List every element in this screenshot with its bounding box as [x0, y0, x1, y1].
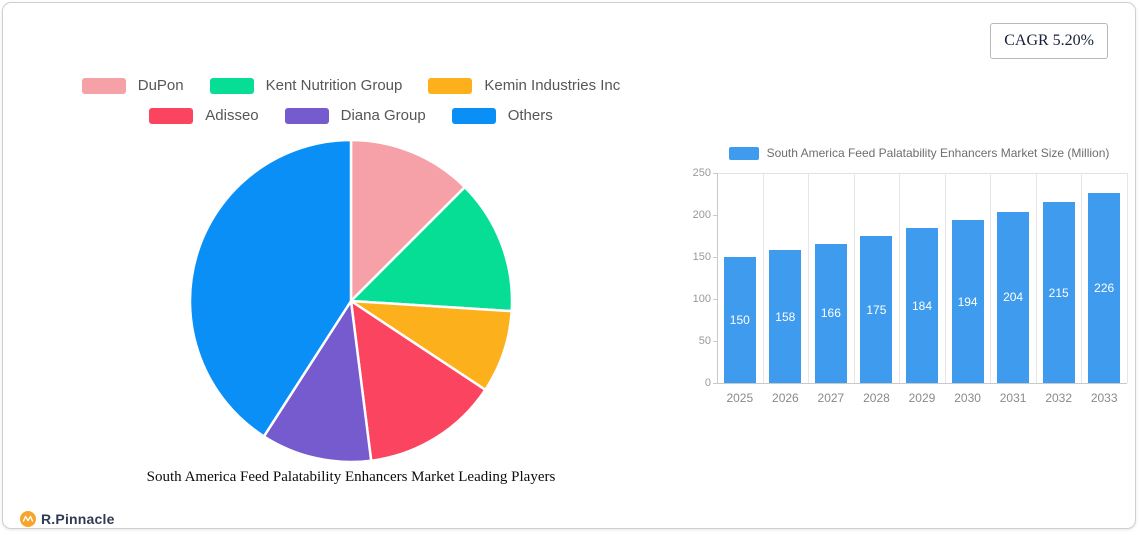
legend-swatch-others [451, 107, 496, 124]
x-axis-line [717, 383, 1127, 384]
bar-2030[interactable] [951, 220, 984, 383]
y-tick-mark [713, 173, 717, 174]
pie-legend-row: DuPon Kent Nutrition Group Kemin Industrie… [51, 77, 651, 94]
pie-slice-kent-nutrition-group[interactable] [349, 185, 514, 313]
vertical-gridline [762, 173, 764, 383]
plot-top-gridline [717, 173, 1127, 174]
bar-2031[interactable] [997, 211, 1030, 383]
y-axis-line [717, 173, 718, 384]
legend-label-diana-group: Diana Group [340, 107, 426, 124]
bar-2027[interactable] [814, 243, 847, 383]
pie-slice-dupon[interactable] [349, 138, 467, 303]
bar-value-label: 166 [820, 306, 841, 321]
legend-swatch-dupon [81, 77, 126, 94]
legend-item-kemin-industries-inc[interactable]: Kemin Industries Inc [428, 77, 620, 94]
pie-legend-row: Adisseo Diana Group Others [51, 107, 651, 124]
bar-value-label: 175 [866, 302, 887, 317]
pie-slice-diana-group[interactable] [262, 299, 373, 464]
legend-swatch-adisseo [149, 107, 194, 124]
pie-chart[interactable] [188, 138, 514, 464]
y-tick-mark [713, 257, 717, 258]
legend-swatch-kemin-industries-inc [428, 77, 473, 94]
legend-label-kent-nutrition-group: Kent Nutrition Group [265, 77, 403, 94]
brand-footer: R.Pinnacle [20, 511, 115, 527]
legend-item-diana-group[interactable]: Diana Group [284, 107, 426, 124]
y-tick-label: 200 [692, 209, 711, 221]
brand-name: R.Pinnacle [41, 511, 115, 527]
x-tick-label: 2032 [1045, 391, 1073, 405]
y-tick-label: 50 [698, 335, 711, 347]
bar-value-label: 150 [729, 313, 750, 327]
x-tick-label: 2031 [999, 391, 1027, 405]
vertical-gridline [944, 173, 946, 383]
vertical-gridline [1081, 173, 1083, 383]
y-tick-label: 150 [692, 251, 711, 263]
bar-value-label: 184 [911, 298, 933, 313]
pie-chart-title: South America Feed Palatability Enhancer… [146, 469, 556, 485]
legend-item-others[interactable]: Others [451, 107, 553, 124]
y-tick-label: 0 [704, 377, 711, 389]
bar-chart-panel: South America Feed Palatability Enhancer… [693, 146, 1135, 416]
bar-legend-swatch [728, 146, 759, 160]
y-tick-mark [713, 215, 717, 216]
y-tick-mark [713, 341, 717, 342]
legend-item-dupon[interactable]: DuPon [81, 77, 184, 94]
bar-legend-item[interactable]: South America Feed Palatability Enhancer… [703, 146, 1135, 160]
x-tick-label: 2025 [726, 391, 754, 405]
x-tick-label: 2027 [817, 391, 845, 405]
pie-slice-others[interactable] [188, 138, 353, 438]
vertical-gridline [899, 173, 901, 383]
y-tick-label: 250 [692, 167, 711, 179]
legend-label-kemin-industries-inc: Kemin Industries Inc [484, 77, 621, 94]
bar-value-label: 194 [957, 294, 978, 309]
bar-value-label: 158 [775, 309, 796, 324]
x-tick-label: 2029 [908, 391, 936, 405]
x-tick-label: 2033 [1090, 391, 1118, 405]
bar-2025[interactable] [723, 257, 756, 383]
vertical-gridline [808, 173, 810, 383]
cagr-badge: CAGR 5.20% [990, 23, 1108, 59]
legend-swatch-kent-nutrition-group [209, 77, 254, 94]
bar-2033[interactable] [1088, 193, 1121, 383]
legend-item-kent-nutrition-group[interactable]: Kent Nutrition Group [209, 77, 403, 94]
vertical-gridline [1035, 173, 1037, 383]
bar-2026[interactable] [769, 250, 802, 383]
bar-value-label: 204 [1003, 290, 1024, 305]
y-tick-mark [713, 383, 717, 384]
vertical-gridline [853, 173, 855, 383]
x-tick-label: 2030 [954, 391, 981, 405]
bar-2032[interactable] [1042, 202, 1075, 383]
report-card: CAGR 5.20% DuPon Kent Nutrition Group Kemi… [2, 2, 1136, 529]
bar-value-label: 226 [1094, 281, 1115, 296]
pinnacle-logo-icon [20, 511, 36, 527]
vertical-gridline [990, 173, 992, 383]
x-tick-label: 2026 [772, 391, 799, 405]
legend-label-others: Others [507, 107, 553, 124]
y-tick-label: 100 [692, 293, 711, 305]
legend-item-adisseo[interactable]: Adisseo [149, 107, 259, 124]
bar-legend-label: South America Feed Palatability Enhancer… [766, 146, 1110, 160]
bar-2029[interactable] [906, 228, 938, 383]
legend-label-dupon: DuPon [137, 77, 184, 94]
y-tick-mark [713, 299, 717, 300]
pie-slice-adisseo[interactable] [349, 299, 487, 462]
bar-2028[interactable] [860, 236, 893, 383]
bar-value-label: 215 [1048, 285, 1069, 300]
legend-label-adisseo: Adisseo [205, 107, 259, 124]
bar-plot-area: 0 50 100 150 200 250 150 2025 158 2026 166 2027 175 2… [693, 167, 1128, 405]
pie-legend: DuPon Kent Nutrition Group Kemin Industrie… [51, 77, 651, 137]
vertical-gridline [1127, 173, 1128, 383]
x-tick-label: 2028 [863, 391, 890, 405]
legend-swatch-diana-group [284, 107, 329, 124]
